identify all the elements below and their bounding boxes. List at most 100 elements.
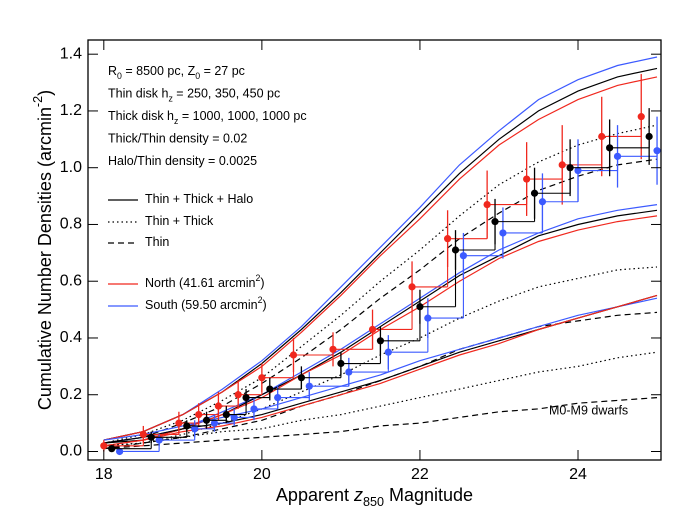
y-tick-label: 0.8 <box>60 216 82 233</box>
data-point <box>491 218 499 226</box>
data-point <box>416 303 424 311</box>
text-part: Thin disk h <box>108 87 168 101</box>
plot-frame <box>87 39 662 461</box>
data-point <box>376 337 385 345</box>
data-point <box>530 189 539 197</box>
model-curve <box>103 76 658 441</box>
data-point <box>408 283 416 291</box>
y-tick-label: 0.4 <box>60 329 82 346</box>
x-tick-label: 24 <box>569 466 587 483</box>
text-part: 0 <box>117 71 122 81</box>
data-point <box>451 246 460 254</box>
data-point <box>444 235 452 243</box>
data-point <box>337 359 345 368</box>
legend-label: North (41.61 arcmin2) <box>145 273 265 290</box>
data-point <box>329 345 337 353</box>
text-part: 850 <box>363 495 384 509</box>
data-point <box>459 252 468 260</box>
text-part: 2 <box>258 295 263 305</box>
data-point <box>558 161 566 169</box>
data-point <box>566 164 574 172</box>
y-tick-label: 0.0 <box>60 443 82 460</box>
data-point <box>195 410 203 419</box>
legend-label: Thin + Thick + Halo <box>145 192 253 206</box>
data-point <box>499 229 507 237</box>
data-point <box>483 200 491 209</box>
data-point <box>606 144 614 152</box>
data-point <box>645 132 653 141</box>
data-point <box>191 425 199 433</box>
data-point <box>574 166 582 175</box>
data-point <box>384 348 392 356</box>
model-curve <box>103 124 658 444</box>
x-tick-label: 20 <box>253 466 271 483</box>
annotation: Thick/Thin density = 0.02 <box>108 132 247 146</box>
data-point <box>214 402 223 410</box>
x-axis-label: Apparent z850 Magnitude <box>276 485 473 510</box>
data-point <box>538 198 547 206</box>
x-tick-label: 18 <box>95 466 113 483</box>
text-part: ) <box>35 90 55 96</box>
text-part: South (59.50 arcmin <box>145 298 258 312</box>
text-part: = 27 pc <box>200 64 245 78</box>
data-point <box>613 152 622 160</box>
plot-layer <box>100 56 661 456</box>
data-point <box>250 405 258 413</box>
data-point <box>289 351 298 359</box>
text-part: R <box>108 64 117 78</box>
curve-label: M0-M9 dwarfs <box>549 403 628 417</box>
text-part: Thin + Thick + Halo <box>145 192 253 206</box>
text-part: z <box>168 94 172 104</box>
text-part: Halo/Thin density = 0.0025 <box>108 154 257 168</box>
text-part: Cumulative Number Densities (arcmin <box>35 107 55 410</box>
data-point <box>147 433 155 441</box>
data-point <box>345 368 353 376</box>
data-point <box>424 314 432 322</box>
data-point <box>116 447 124 456</box>
annotation: Thin disk hz = 250, 350, 450 pc <box>108 87 280 104</box>
text-part: 2 <box>255 273 260 283</box>
text-part: ) <box>262 298 266 312</box>
text-part: North (41.61 arcmin <box>145 276 256 290</box>
data-point <box>305 382 313 390</box>
text-part: z <box>353 485 363 505</box>
text-part: Thin <box>145 235 169 249</box>
text-part: Thin + Thick <box>145 214 214 228</box>
text-part: z <box>174 116 178 126</box>
text-part: = 250, 350, 450 pc <box>173 87 280 101</box>
data-point <box>222 410 230 419</box>
data-point <box>139 430 147 439</box>
text-part: = 1000, 1000, 1000 pc <box>178 109 306 123</box>
data-point <box>155 436 163 444</box>
data-point <box>274 393 282 402</box>
data-point <box>266 385 274 393</box>
data-point <box>175 419 183 427</box>
data-point <box>108 445 116 453</box>
model-curve <box>103 397 658 450</box>
data-point <box>368 325 377 334</box>
y-tick-label: 1.4 <box>60 45 82 62</box>
data-point <box>653 147 661 155</box>
y-tick-label: 1.0 <box>60 159 82 176</box>
annotation: R0 = 8500 pc, Z0 = 27 pc <box>108 64 245 81</box>
data-point <box>297 374 305 382</box>
annotation: Thick disk hz = 1000, 1000, 1000 pc <box>108 109 307 126</box>
text-part: = 8500 pc, Z <box>122 64 196 78</box>
text-part: Thick/Thin density = 0.02 <box>108 132 247 146</box>
annotation: Halo/Thin density = 0.0025 <box>108 154 257 168</box>
text-part: Thick disk h <box>108 109 174 123</box>
text-part: -2 <box>31 96 45 107</box>
model-curve <box>103 56 658 441</box>
x-tick-label: 22 <box>411 466 429 483</box>
legend-label: Thin <box>145 235 169 249</box>
text-part: Apparent <box>276 485 354 505</box>
data-point <box>210 419 219 427</box>
y-tick-label: 0.2 <box>60 386 82 403</box>
data-point <box>637 113 645 121</box>
text-part: ) <box>260 276 264 290</box>
model-curve <box>103 351 658 447</box>
data-point <box>258 374 266 382</box>
text-part: Magnitude <box>384 485 473 505</box>
data-point <box>234 391 242 399</box>
